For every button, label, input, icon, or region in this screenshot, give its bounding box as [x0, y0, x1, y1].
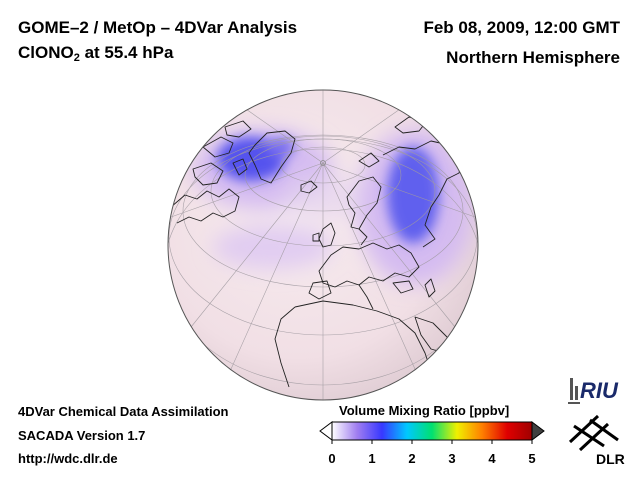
colorbar-tick-label: 2 — [408, 451, 415, 466]
riu-logo-text: RIU — [580, 378, 619, 403]
species-level: at 55.4 hPa — [79, 43, 174, 62]
colorbar-gradient — [331, 421, 533, 441]
dlr-logo-text: DLR — [596, 451, 625, 467]
footer-line2: SACADA Version 1.7 — [18, 428, 146, 443]
riu-logo: RIU — [568, 378, 619, 404]
colorbar-title: Volume Mixing Ratio [ppbv] — [339, 403, 510, 418]
colorbar-under-arrow — [319, 421, 333, 441]
species-subscript: 2 — [73, 52, 80, 64]
colorbar-tick-label: 1 — [368, 451, 375, 466]
colorbar: 0 1 2 3 4 5 — [319, 421, 545, 466]
footer-url: http://wdc.dlr.de — [18, 451, 118, 466]
species-main: ClONO — [18, 43, 74, 62]
colorbar-over-arrow — [531, 421, 545, 441]
globe-outline — [167, 89, 479, 401]
colorbar-tick-label: 0 — [328, 451, 335, 466]
globe-map — [167, 89, 479, 401]
analysis-date: Feb 08, 2009, 12:00 GMT — [423, 18, 620, 37]
coastlines — [170, 116, 470, 400]
colorbar-tick-label: 5 — [528, 451, 535, 466]
footer-line1: 4DVar Chemical Data Assimilation — [18, 404, 229, 419]
region-label: Northern Hemisphere — [446, 48, 620, 67]
species-label: ClONO2 at 55.4 hPa — [18, 43, 173, 64]
map-title: GOME–2 / MetOp – 4DVar Analysis — [18, 18, 298, 37]
north-pole-marker — [320, 160, 326, 166]
colorbar-tick-label: 3 — [448, 451, 455, 466]
dlr-logo: DLR — [568, 414, 625, 467]
colorbar-tick-label: 4 — [488, 451, 496, 466]
